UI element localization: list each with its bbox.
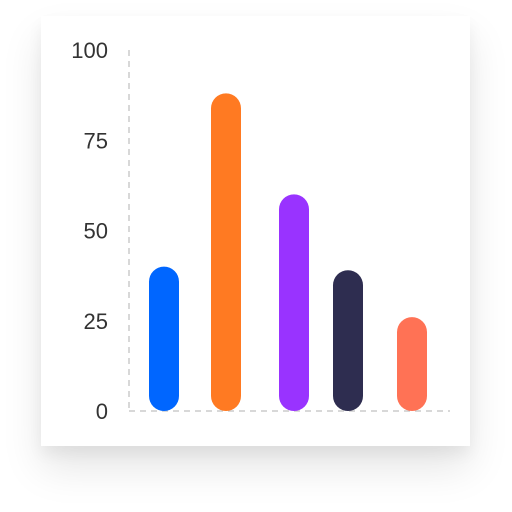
- bar-4: [333, 270, 363, 411]
- bar-1: [149, 266, 179, 411]
- bar-3: [279, 194, 309, 411]
- chart-axes: [128, 50, 450, 412]
- bar-5: [397, 317, 427, 411]
- y-tick-label: 50: [84, 219, 108, 244]
- y-tick-label: 25: [84, 309, 108, 334]
- bar-2: [211, 93, 241, 411]
- y-tick-labels: 0 25 50 75 100: [71, 38, 108, 424]
- y-tick-label: 0: [96, 399, 108, 424]
- y-tick-label: 100: [71, 38, 108, 63]
- y-tick-label: 75: [84, 128, 108, 153]
- bar-series: [149, 93, 427, 411]
